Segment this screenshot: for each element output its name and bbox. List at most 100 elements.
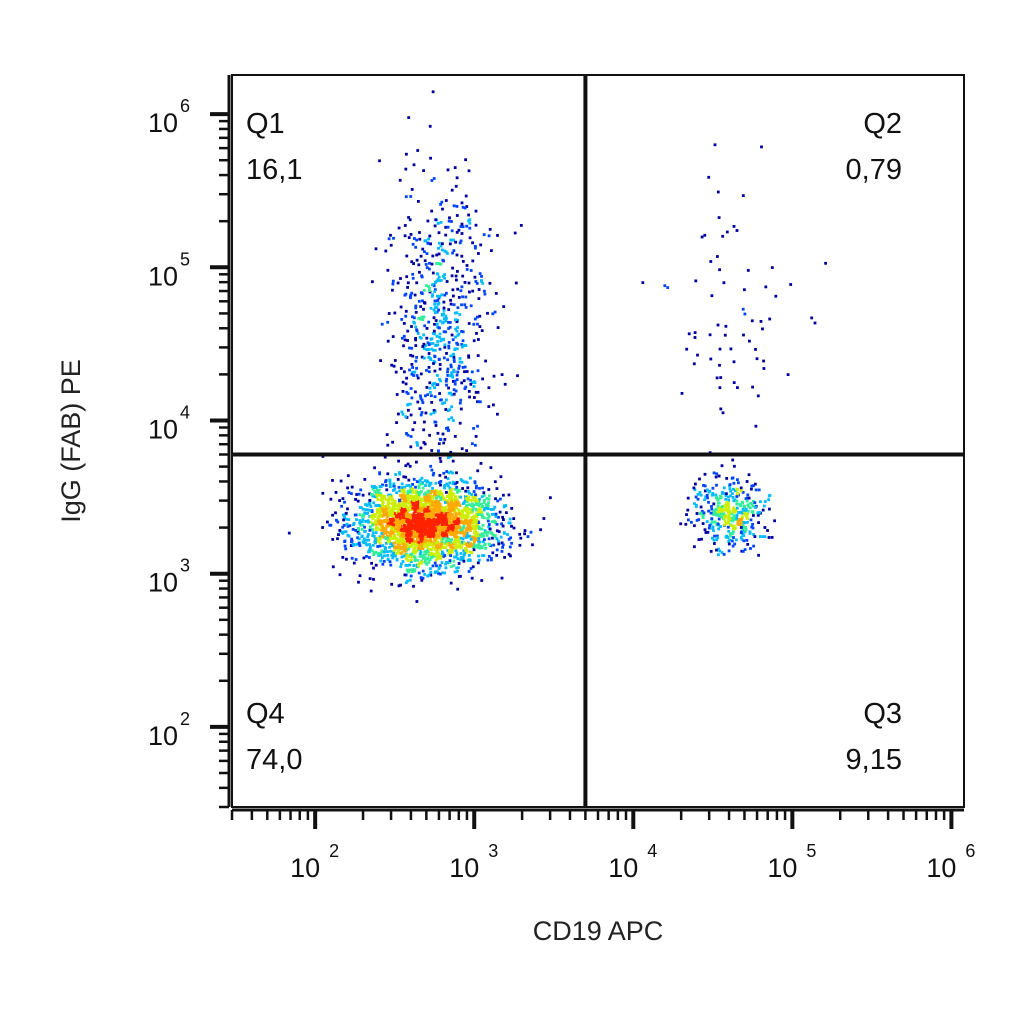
- data-point: [472, 322, 476, 326]
- data-point: [464, 509, 468, 513]
- data-point: [399, 509, 403, 512]
- data-point: [415, 521, 419, 524]
- data-point: [347, 518, 351, 521]
- data-point: [476, 390, 480, 394]
- data-point: [751, 510, 755, 514]
- data-point: [377, 488, 381, 492]
- data-point: [447, 518, 451, 522]
- data-point: [742, 333, 745, 337]
- data-point: [395, 551, 398, 555]
- data-point: [443, 498, 447, 502]
- data-point: [454, 546, 458, 550]
- data-point: [470, 370, 474, 374]
- data-point: [432, 509, 435, 512]
- data-point: [444, 521, 448, 525]
- data-point: [362, 556, 366, 560]
- data-point: [409, 574, 413, 578]
- data-point: [489, 531, 493, 535]
- data-point: [460, 528, 464, 531]
- data-point: [411, 276, 415, 280]
- data-point: [416, 537, 420, 541]
- data-point: [400, 318, 404, 321]
- data-point: [479, 462, 483, 465]
- data-point: [417, 529, 421, 532]
- data-point: [413, 549, 417, 553]
- data-point: [421, 506, 425, 510]
- data-point: [497, 542, 501, 546]
- data-point: [469, 378, 472, 382]
- data-point: [378, 494, 382, 497]
- data-point: [457, 508, 461, 512]
- data-point: [703, 484, 707, 488]
- data-point: [449, 540, 453, 544]
- data-point: [459, 536, 463, 540]
- data-point: [358, 574, 362, 578]
- data-point: [416, 517, 420, 521]
- data-point: [745, 539, 749, 542]
- data-point: [711, 536, 714, 540]
- data-point: [443, 484, 447, 487]
- data-point: [456, 326, 459, 329]
- data-point: [416, 400, 420, 404]
- data-point: [451, 266, 454, 270]
- data-point: [770, 536, 774, 539]
- data-point: [396, 525, 400, 529]
- data-point: [391, 530, 395, 534]
- data-point: [717, 527, 721, 531]
- data-point: [464, 306, 468, 309]
- data-point: [411, 519, 415, 523]
- data-point: [371, 513, 374, 517]
- data-point: [436, 343, 440, 347]
- data-point: [355, 518, 358, 521]
- data-point: [381, 526, 385, 530]
- data-point: [428, 267, 431, 271]
- data-point: [410, 396, 414, 400]
- data-point: [451, 471, 455, 475]
- data-point: [452, 370, 455, 373]
- data-point: [409, 387, 413, 390]
- data-point: [420, 537, 424, 540]
- data-point: [380, 532, 384, 535]
- data-point: [474, 223, 478, 227]
- data-point: [690, 520, 693, 524]
- data-point: [321, 526, 324, 529]
- data-point: [428, 381, 432, 385]
- data-point: [700, 537, 703, 541]
- data-point: [431, 530, 435, 534]
- data-point: [376, 498, 380, 501]
- data-point: [454, 274, 458, 278]
- data-point: [488, 527, 492, 531]
- data-point: [479, 513, 483, 517]
- data-point: [374, 513, 378, 516]
- data-point: [460, 254, 464, 258]
- quadrant-percent-q2: 0,79: [846, 154, 902, 186]
- data-point: [487, 488, 491, 491]
- data-point: [371, 487, 375, 491]
- data-point: [482, 501, 486, 505]
- data-point: [717, 547, 720, 551]
- data-point: [433, 311, 437, 315]
- data-point: [389, 542, 393, 546]
- data-point: [424, 499, 428, 503]
- data-point: [429, 464, 433, 468]
- data-point: [354, 498, 357, 501]
- data-point: [460, 285, 464, 289]
- data-point: [377, 515, 380, 518]
- data-point: [444, 199, 448, 202]
- data-point: [707, 500, 710, 504]
- data-point: [464, 551, 468, 555]
- data-point: [390, 544, 394, 548]
- data-point: [462, 501, 466, 504]
- data-point: [372, 534, 376, 538]
- data-point: [463, 552, 467, 555]
- data-point: [680, 392, 684, 395]
- data-point: [439, 520, 443, 524]
- data-point: [423, 324, 427, 328]
- data-point: [446, 477, 450, 480]
- data-point: [441, 432, 445, 436]
- data-point: [422, 307, 425, 311]
- data-point: [457, 526, 461, 530]
- data-point: [447, 539, 451, 543]
- data-point: [432, 522, 436, 525]
- data-point: [699, 511, 703, 515]
